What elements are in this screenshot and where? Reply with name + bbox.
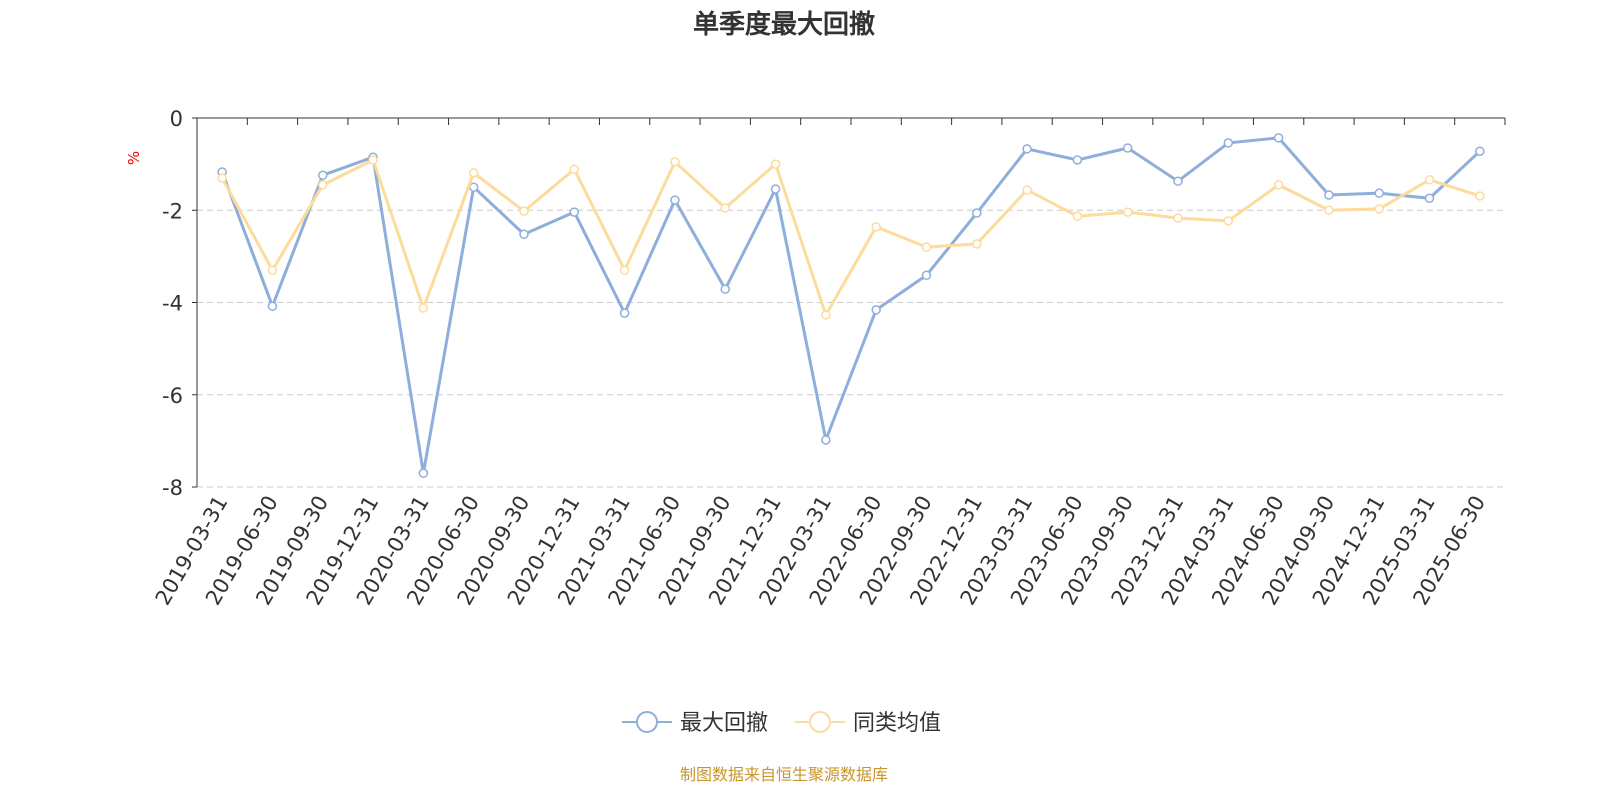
data-point bbox=[217, 173, 227, 183]
data-point bbox=[670, 157, 680, 167]
data-point bbox=[1173, 176, 1183, 186]
data-point bbox=[267, 265, 278, 275]
y-tick-label: -8 bbox=[162, 476, 183, 500]
data-point bbox=[318, 180, 328, 190]
data-point bbox=[1424, 193, 1435, 204]
data-point bbox=[921, 242, 932, 252]
data-point bbox=[368, 155, 378, 165]
data-point bbox=[921, 270, 932, 281]
y-axis-label: % bbox=[125, 151, 143, 165]
legend-label: 同类均值 bbox=[853, 711, 941, 736]
data-point bbox=[972, 208, 982, 218]
data-point bbox=[619, 308, 630, 318]
data-point bbox=[1374, 204, 1384, 214]
data-point bbox=[821, 310, 831, 320]
data-point bbox=[267, 301, 278, 311]
data-point bbox=[418, 468, 429, 478]
data-point bbox=[1475, 146, 1485, 156]
data-point bbox=[569, 164, 580, 174]
legend-label: 最大回撤 bbox=[680, 711, 768, 736]
legend-marker-icon bbox=[809, 711, 831, 733]
data-point bbox=[418, 303, 429, 313]
data-point bbox=[569, 207, 580, 217]
data-point bbox=[1122, 143, 1133, 153]
y-tick-label: -4 bbox=[162, 292, 183, 316]
data-point bbox=[770, 159, 781, 169]
legend-marker-icon bbox=[636, 711, 658, 733]
data-point bbox=[1374, 188, 1384, 198]
data-point bbox=[670, 195, 680, 205]
data-point bbox=[720, 203, 730, 213]
series-line bbox=[220, 136, 1481, 474]
data-point bbox=[871, 305, 881, 315]
data-point bbox=[1072, 155, 1083, 165]
y-tick-label: 0 bbox=[170, 107, 183, 131]
data-point bbox=[519, 229, 529, 239]
data-point bbox=[1072, 211, 1083, 221]
data-point bbox=[1273, 180, 1284, 190]
y-tick-label: -2 bbox=[162, 199, 183, 223]
series-line bbox=[220, 157, 1481, 319]
y-tick-label: -6 bbox=[162, 384, 183, 408]
data-point bbox=[1223, 138, 1234, 148]
data-point bbox=[1173, 213, 1183, 223]
chart-title: 单季度最大回撤 bbox=[693, 9, 875, 40]
data-point bbox=[318, 170, 328, 180]
source-note: 制图数据来自恒生聚源数据库 bbox=[680, 765, 888, 784]
data-point bbox=[770, 184, 781, 194]
data-point bbox=[871, 222, 881, 232]
data-point bbox=[1022, 185, 1032, 195]
data-point bbox=[1475, 191, 1485, 201]
data-point bbox=[1122, 207, 1133, 217]
data-point bbox=[519, 206, 529, 216]
data-point bbox=[1223, 216, 1234, 226]
data-point bbox=[1324, 205, 1334, 215]
data-point bbox=[821, 435, 831, 445]
data-point bbox=[972, 239, 982, 249]
data-point bbox=[1273, 133, 1284, 143]
data-point bbox=[1022, 144, 1032, 154]
data-point bbox=[468, 168, 479, 178]
data-point bbox=[720, 284, 730, 294]
data-point bbox=[619, 265, 630, 275]
data-point bbox=[1324, 190, 1334, 200]
data-point bbox=[1424, 175, 1435, 185]
